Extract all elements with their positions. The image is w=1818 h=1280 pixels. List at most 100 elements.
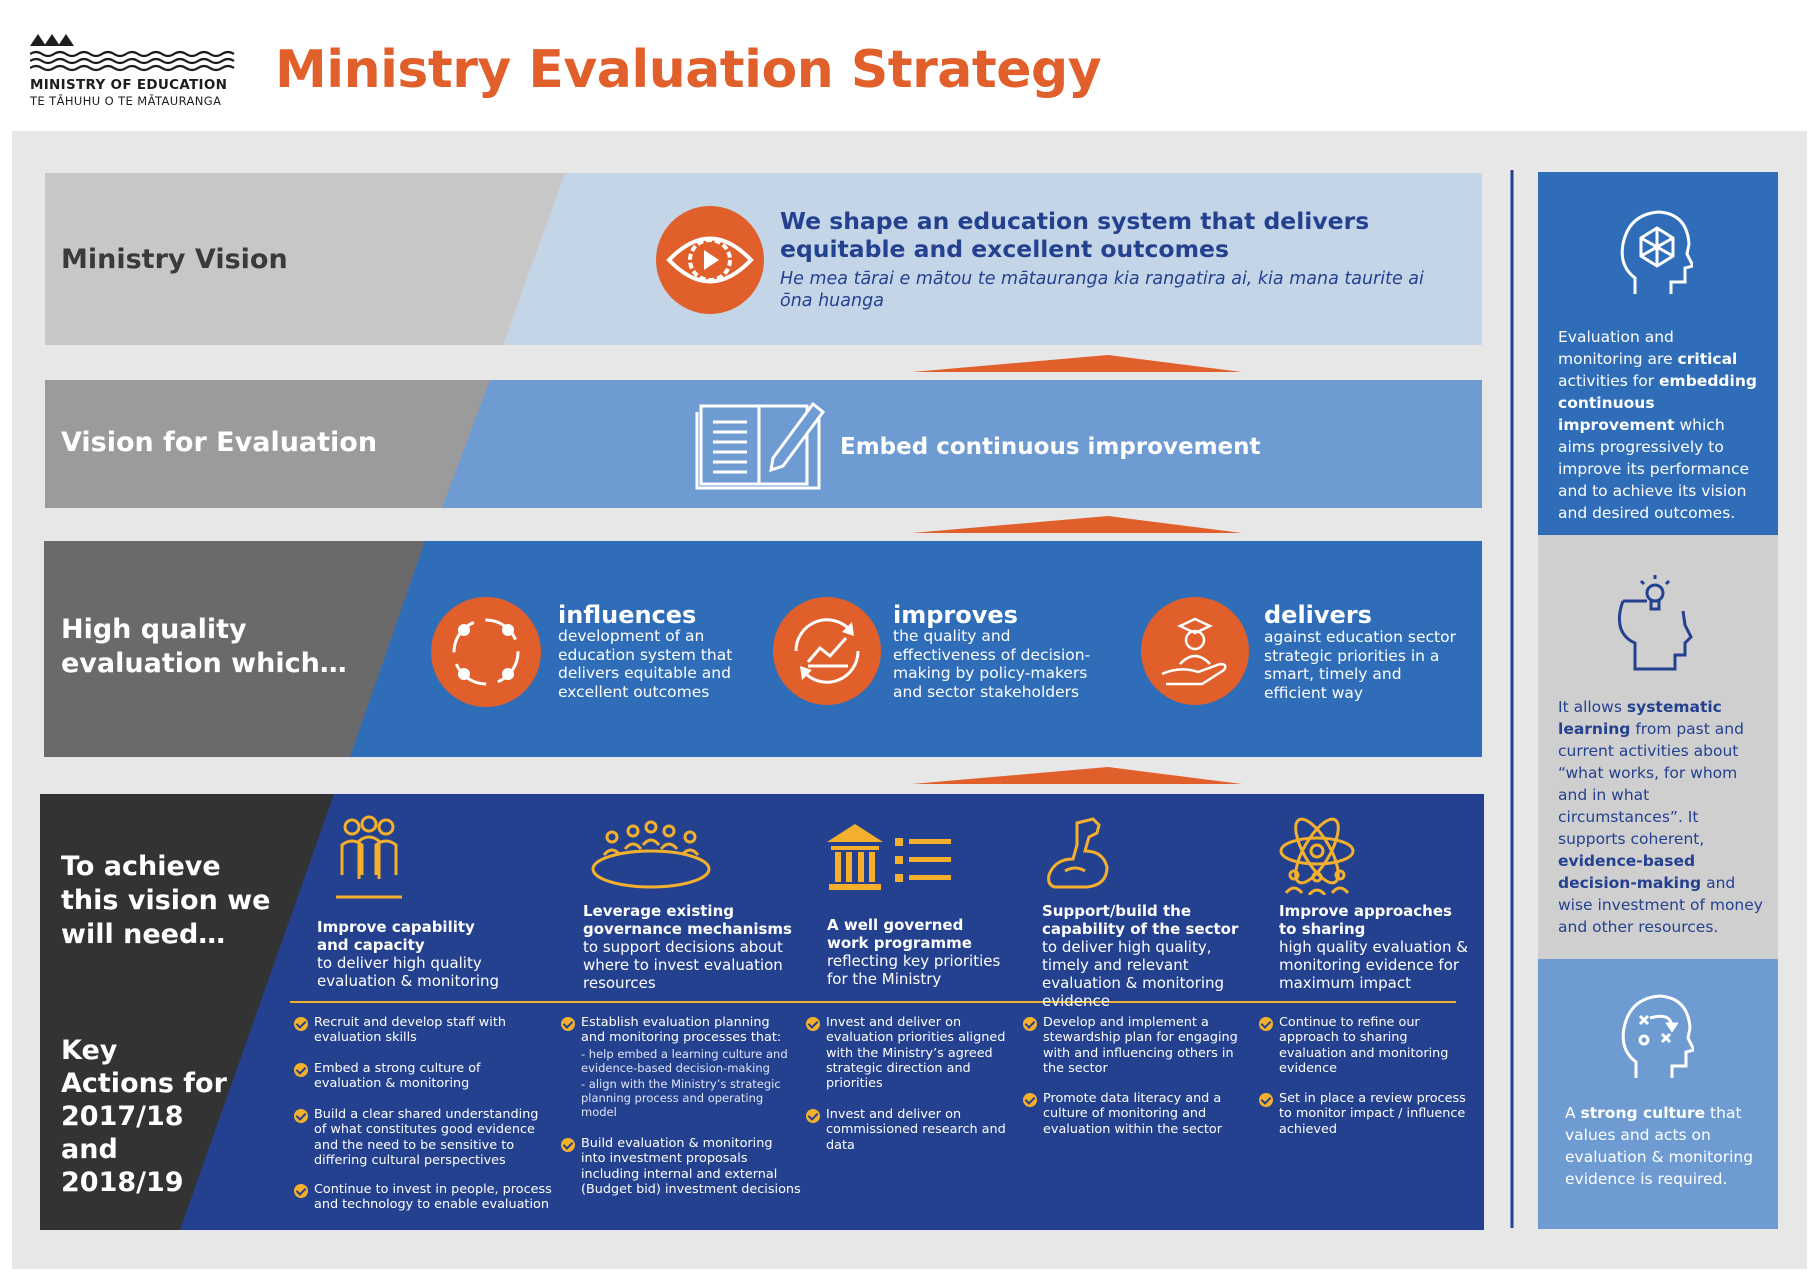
quality-row-label-1: High quality	[61, 614, 247, 645]
sidebar-text-part: embedding continuous improvement	[1558, 372, 1757, 434]
action-1-2: Embed a strong culture of evaluation & m…	[314, 1061, 481, 1092]
check-icon	[1023, 1017, 1037, 1031]
sidebar-text-part: evidence-based decision-making	[1558, 852, 1702, 892]
ministry-logo: MINISTRY OF EDUCATION TE TĀHUHU O TE MĀT…	[30, 30, 245, 110]
pillar-2-desc: to support decisions about where to inve…	[583, 938, 783, 992]
quality-row-label-2: evaluation which…	[61, 648, 347, 679]
delivers-desc: against education sector strategic prior…	[1264, 628, 1456, 702]
actions-label-4: and	[61, 1134, 118, 1165]
action-4-2: Promote data literacy and a culture of m…	[1043, 1091, 1223, 1137]
atom-people-icon	[1279, 817, 1355, 895]
vision-statement: We shape an education system that delive…	[780, 207, 1370, 263]
org-name: MINISTRY OF EDUCATION	[30, 77, 228, 93]
check-icon	[294, 1109, 308, 1123]
sidebar-text-part: and wise investment of money and other r…	[1558, 874, 1763, 936]
check-icon	[1023, 1093, 1037, 1107]
open-book-pen-icon	[695, 401, 826, 490]
check-icon	[806, 1017, 820, 1031]
mountains-waves-icon	[30, 34, 235, 72]
action-2-2: Build evaluation & monitoring into inves…	[581, 1136, 801, 1197]
pillar-3-title-2: work programme	[827, 934, 972, 952]
up-arrow-2	[912, 516, 1242, 533]
sidebar-text-part: that values and acts on evaluation & mon…	[1565, 1104, 1754, 1188]
vision-statement-maori: He mea tārai e mātou te mātauranga kia r…	[780, 269, 1424, 311]
people-group-icon	[336, 815, 402, 899]
action-5-2: Set in place a review process to monitor…	[1279, 1091, 1466, 1137]
vision-row-label: Ministry Vision	[61, 244, 288, 275]
action-5-1: Continue to refine our approach to shari…	[1279, 1015, 1449, 1076]
flexed-arm-icon	[1047, 817, 1109, 889]
check-icon	[561, 1138, 575, 1152]
pillar-5-title-1: Improve approaches	[1279, 902, 1452, 920]
pillar-3-title-1: A well governed	[827, 916, 964, 934]
sidebar-text-3: A strong culture that values and acts on…	[1565, 1102, 1755, 1190]
head-lightbulb-icon	[1617, 575, 1693, 671]
meeting-table-icon	[591, 820, 711, 889]
evaluation-statement: Embed continuous improvement	[840, 434, 1261, 460]
action-1-4: Continue to invest in people, process an…	[314, 1182, 552, 1213]
sidebar-text-part: A	[1565, 1104, 1581, 1122]
sidebar-text-part: strong culture	[1580, 1104, 1706, 1122]
achieve-row-label-1: To achieve	[61, 851, 221, 882]
actions-label-2: Actions for	[61, 1068, 227, 1099]
action-4-1: Develop and implement a stewardship plan…	[1043, 1015, 1238, 1076]
sidebar-text-1: Evaluation and monitoring are critical a…	[1558, 326, 1763, 524]
up-arrow-3	[912, 767, 1242, 784]
action-3-1: Invest and deliver on evaluation priorit…	[826, 1015, 1006, 1092]
institution-list-icon	[827, 824, 951, 890]
action-2-sub-2: - align with the Ministry’s strategic pl…	[581, 1077, 781, 1119]
pillar-3-heading: A well governed work programme reflectin…	[827, 916, 1007, 988]
actions-label-1: Key	[61, 1035, 118, 1066]
pillar-1-title-1: Improve capability	[317, 918, 475, 936]
pillar-2-heading: Leverage existing governance mechanisms …	[583, 902, 793, 992]
sidebar-text-part: It allows	[1558, 698, 1627, 716]
pillar-4-heading: Support/build the capability of the sect…	[1042, 902, 1257, 1010]
sidebar-text-2: It allows systematic learning from past …	[1558, 696, 1763, 938]
influences-title: influences	[558, 601, 697, 629]
pillar-5-desc: high quality evaluation & monitoring evi…	[1279, 938, 1468, 992]
improves-desc: the quality and effectiveness of decisio…	[893, 627, 1091, 701]
achieve-row-label-2: this vision we	[61, 885, 271, 916]
action-1-1: Recruit and develop staff with evaluatio…	[314, 1015, 506, 1046]
vision-content-band	[503, 173, 1482, 345]
evaluation-row-label: Vision for Evaluation	[61, 427, 378, 458]
influences-desc: development of an education system that …	[558, 627, 733, 701]
sidebar-text-part: which aims progressively to improve its …	[1558, 416, 1750, 522]
org-name-maori: TE TĀHUHU O TE MĀTAURANGA	[30, 94, 222, 108]
pillar-4-desc: to deliver high quality, timely and rele…	[1042, 938, 1225, 1010]
check-icon	[294, 1184, 308, 1198]
actions-label-5: 2018/19	[61, 1167, 184, 1198]
head-strategy-icon	[1621, 994, 1694, 1078]
pillar-1-title-2: and capacity	[317, 936, 425, 954]
check-icon	[1259, 1093, 1273, 1107]
pillar-5-title-2: to sharing	[1279, 920, 1366, 938]
improves-title: improves	[893, 601, 1018, 629]
pillar-4-title-1: Support/build the	[1042, 902, 1191, 920]
check-icon	[1259, 1017, 1273, 1031]
pillar-5-heading: Improve approaches to sharing high quali…	[1279, 902, 1469, 992]
page-title: Ministry Evaluation Strategy	[275, 40, 1102, 100]
eye-gear-icon	[656, 206, 764, 314]
sidebar-text-part: activities for	[1558, 372, 1660, 390]
head-network-icon	[1620, 210, 1693, 294]
improvement-chart-icon	[773, 597, 881, 705]
pillar-2-title-1: Leverage existing	[583, 902, 734, 920]
sidebar-text-part: Evaluation and monitoring are	[1558, 328, 1678, 368]
check-icon	[294, 1017, 308, 1031]
pillar-1-heading: Improve capability and capacity to deliv…	[317, 918, 517, 990]
pillar-4-title-2: capability of the sector	[1042, 920, 1239, 938]
sidebar-text-part: systematic learning	[1558, 698, 1722, 738]
sidebar-block-3	[1538, 959, 1778, 1229]
pillar-3-desc: reflecting key priorities for the Minist…	[827, 952, 1001, 988]
cycle-icon	[431, 597, 541, 707]
actions-label-3: 2017/18	[61, 1101, 184, 1132]
achieve-content-band	[180, 794, 1484, 1230]
action-2-1: Establish evaluation planning and monito…	[581, 1015, 782, 1046]
check-icon	[561, 1017, 575, 1031]
graduate-hand-icon	[1141, 597, 1249, 705]
action-2-sub-1: - help embed a learning culture and evid…	[581, 1047, 788, 1075]
action-1-3: Build a clear shared understanding of wh…	[314, 1107, 539, 1168]
delivers-title: delivers	[1264, 601, 1372, 629]
pillar-2-title-2: governance mechanisms	[583, 920, 792, 938]
pillar-1-desc: to deliver high quality evaluation & mon…	[317, 954, 500, 990]
